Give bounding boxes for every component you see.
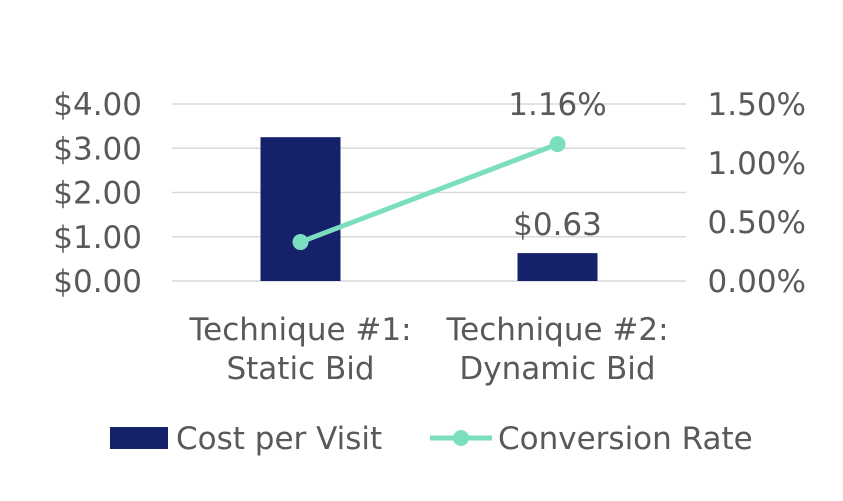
- bar-data-label-1: $0.63: [513, 207, 602, 243]
- conversion-rate-line: [292, 136, 566, 251]
- conversion-rate-series-line: [299, 141, 559, 245]
- right-tick-label-0: 0.00%: [708, 264, 806, 300]
- right-tick-label-2: 1.00%: [708, 146, 806, 182]
- category-labels: Technique #1:Static Bid Technique #2:Dyna…: [188, 312, 668, 387]
- left-tick-label-1: $1.00: [53, 220, 142, 256]
- left-tick-label-2: $2.00: [53, 176, 142, 212]
- category-label-0-line-0: Technique #1:: [188, 312, 411, 348]
- legend-label-conversion-rate: Conversion Rate: [498, 421, 753, 457]
- cost-per-visit-bars: [260, 137, 598, 281]
- legend: Cost per Visit Conversion Rate: [110, 421, 753, 457]
- category-label-0-line-1: Static Bid: [226, 351, 374, 387]
- legend-swatch-cost-per-visit: [110, 427, 168, 449]
- left-axis-tick-labels: $0.00 $1.00 $2.00 $3.00 $4.00: [53, 87, 142, 300]
- right-tick-label-3: 1.50%: [708, 87, 806, 123]
- data-labels: $0.63 1.16%: [508, 87, 606, 243]
- bar-1: [517, 253, 598, 281]
- legend-label-cost-per-visit: Cost per Visit: [176, 421, 382, 457]
- line-data-label-1: 1.16%: [508, 87, 606, 123]
- conversion-rate-point-1: [549, 136, 566, 153]
- right-axis-tick-labels: 0.00% 0.50% 1.00% 1.50%: [708, 87, 806, 300]
- category-label-1-line-0: Technique #2:: [445, 312, 668, 348]
- right-tick-label-1: 0.50%: [708, 205, 806, 241]
- left-tick-label-0: $0.00: [53, 264, 142, 300]
- left-tick-label-3: $3.00: [53, 131, 142, 167]
- left-tick-label-4: $4.00: [53, 87, 142, 123]
- legend-marker-conversion-rate: [453, 430, 469, 446]
- conversion-rate-point-0: [292, 234, 309, 251]
- category-label-1-line-1: Dynamic Bid: [459, 351, 655, 387]
- bar-0: [260, 137, 341, 281]
